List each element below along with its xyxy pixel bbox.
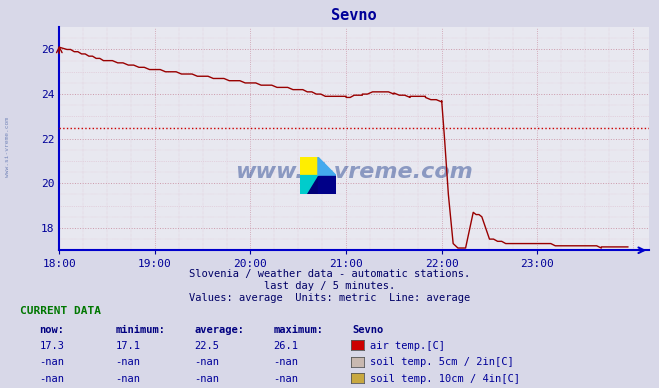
- Text: last day / 5 minutes.: last day / 5 minutes.: [264, 281, 395, 291]
- Polygon shape: [300, 157, 318, 175]
- Polygon shape: [318, 157, 336, 175]
- Text: minimum:: minimum:: [115, 325, 165, 335]
- Text: -nan: -nan: [115, 374, 140, 384]
- Text: soil temp. 10cm / 4in[C]: soil temp. 10cm / 4in[C]: [370, 374, 521, 384]
- Text: Values: average  Units: metric  Line: average: Values: average Units: metric Line: aver…: [189, 293, 470, 303]
- Text: -nan: -nan: [194, 374, 219, 384]
- Text: -nan: -nan: [40, 357, 65, 367]
- Text: CURRENT DATA: CURRENT DATA: [20, 306, 101, 316]
- Polygon shape: [307, 175, 318, 194]
- Text: now:: now:: [40, 325, 65, 335]
- Text: soil temp. 5cm / 2in[C]: soil temp. 5cm / 2in[C]: [370, 357, 514, 367]
- Text: Slovenia / weather data - automatic stations.: Slovenia / weather data - automatic stat…: [189, 269, 470, 279]
- Title: Sevno: Sevno: [331, 8, 377, 23]
- Text: 17.1: 17.1: [115, 341, 140, 351]
- Text: www.si-vreme.com: www.si-vreme.com: [235, 162, 473, 182]
- Text: maximum:: maximum:: [273, 325, 324, 335]
- Text: 22.5: 22.5: [194, 341, 219, 351]
- Polygon shape: [300, 175, 318, 194]
- Text: 26.1: 26.1: [273, 341, 299, 351]
- Text: air temp.[C]: air temp.[C]: [370, 341, 445, 351]
- Text: -nan: -nan: [40, 374, 65, 384]
- Text: -nan: -nan: [273, 357, 299, 367]
- Text: average:: average:: [194, 325, 244, 335]
- Text: -nan: -nan: [273, 374, 299, 384]
- Text: 17.3: 17.3: [40, 341, 65, 351]
- Text: Sevno: Sevno: [353, 325, 384, 335]
- Text: www.si-vreme.com: www.si-vreme.com: [5, 118, 11, 177]
- Polygon shape: [318, 175, 336, 194]
- Text: -nan: -nan: [115, 357, 140, 367]
- Text: -nan: -nan: [194, 357, 219, 367]
